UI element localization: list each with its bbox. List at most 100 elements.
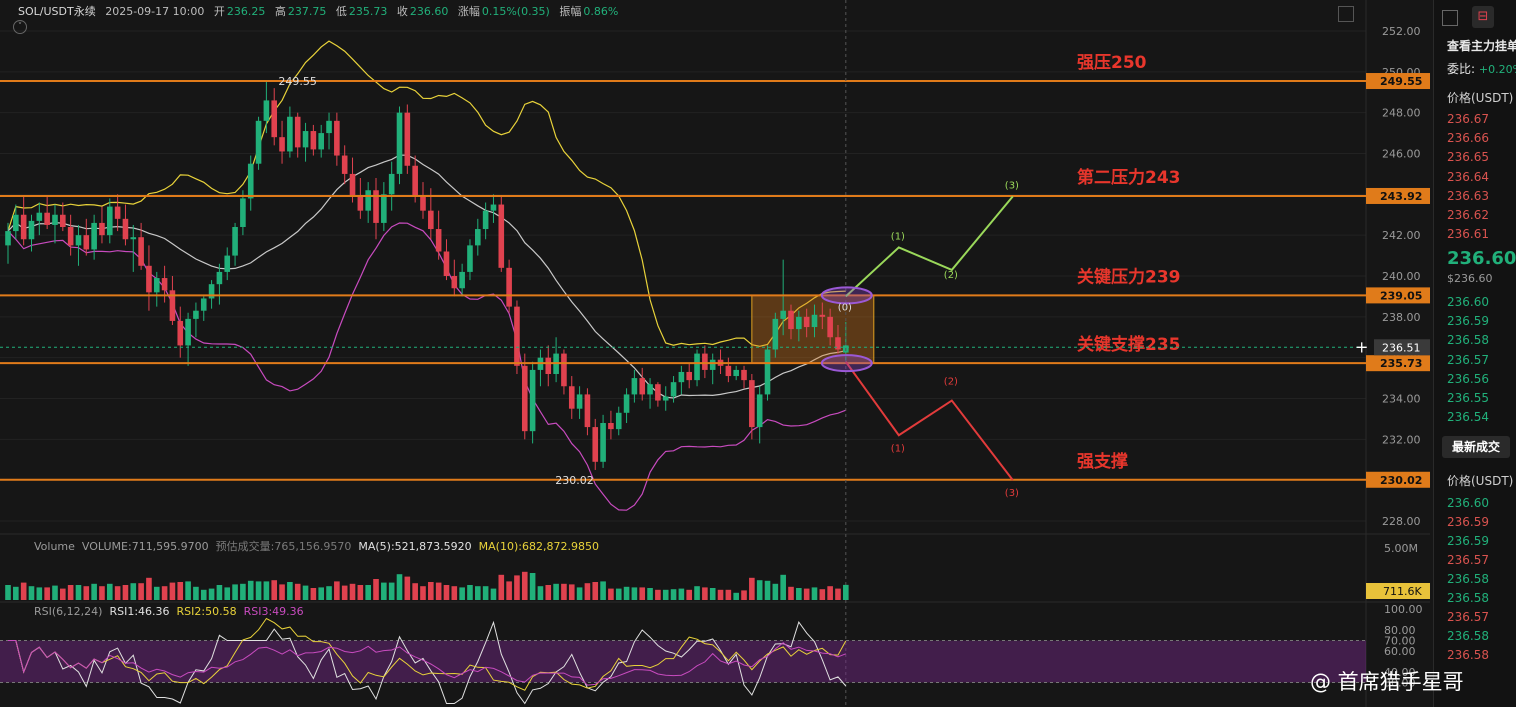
volume-bar bbox=[741, 590, 747, 600]
candle-body bbox=[5, 231, 11, 246]
layout-icon-2[interactable]: ⊟ bbox=[1472, 6, 1494, 28]
resistance-ellipse bbox=[820, 286, 873, 305]
candle-body bbox=[420, 196, 426, 211]
candle-body bbox=[106, 206, 113, 236]
candle-body bbox=[772, 318, 779, 350]
candle-body bbox=[467, 245, 473, 272]
ask-row[interactable]: 236.63 bbox=[1447, 188, 1489, 203]
symbol-label[interactable]: SOL/USDT永续 bbox=[18, 5, 96, 18]
volume-bar bbox=[843, 584, 849, 600]
chart-area[interactable]: 252.00250.00248.00246.00244.00242.00240.… bbox=[0, 0, 1430, 707]
candle-body bbox=[185, 318, 191, 346]
candle-body bbox=[60, 214, 66, 228]
volume-bar bbox=[28, 586, 35, 600]
price-tick-label: 248.00 bbox=[1382, 107, 1421, 120]
scenario-down-path bbox=[844, 361, 1014, 481]
low-annotation: 230.02 bbox=[555, 474, 594, 487]
level-label: 强压250 bbox=[1077, 53, 1147, 73]
sidebar-title[interactable]: 查看主力挂单 bbox=[1447, 39, 1516, 53]
price-tick-label: 234.00 bbox=[1382, 393, 1421, 406]
volume-bar bbox=[247, 580, 254, 600]
volume-bar bbox=[122, 585, 129, 600]
candle-body bbox=[287, 116, 293, 152]
candle-body bbox=[302, 131, 309, 148]
layout-icon-1[interactable] bbox=[1442, 10, 1458, 26]
price-tick-label: 232.00 bbox=[1382, 433, 1421, 446]
price-chart-svg[interactable]: 252.00250.00248.00246.00244.00242.00240.… bbox=[0, 0, 1430, 707]
candle-body bbox=[733, 369, 739, 377]
bid-row[interactable]: 236.60 bbox=[1447, 295, 1489, 309]
volume-bar bbox=[294, 583, 301, 600]
bid-row[interactable]: 236.54 bbox=[1447, 410, 1489, 425]
rsi-tick-label: 40.00 bbox=[1384, 666, 1416, 679]
candle-body bbox=[271, 100, 278, 138]
volume-bar bbox=[725, 589, 732, 600]
volume-bar bbox=[357, 585, 364, 600]
volume-bar bbox=[83, 586, 90, 600]
candle-body bbox=[396, 112, 403, 174]
candle-body bbox=[255, 120, 262, 164]
volume-title: Volume bbox=[34, 540, 75, 553]
candle-body bbox=[122, 218, 129, 240]
volume-bar bbox=[404, 576, 411, 600]
candle-body bbox=[279, 137, 285, 152]
volume-bar bbox=[263, 581, 270, 600]
volume-bar bbox=[428, 582, 434, 600]
datetime-label: 2025-09-17 10:00 bbox=[105, 5, 205, 18]
volume-bar bbox=[232, 584, 238, 600]
candle-body bbox=[529, 369, 536, 432]
price-tick-label: 252.00 bbox=[1382, 25, 1421, 38]
trade-row[interactable]: 236.60 bbox=[1447, 496, 1489, 510]
trade-row[interactable]: 236.59 bbox=[1447, 534, 1489, 548]
level-tag-bg bbox=[1366, 287, 1430, 304]
trade-row[interactable]: 236.57 bbox=[1447, 610, 1489, 624]
ask-row[interactable]: 236.64 bbox=[1447, 169, 1489, 184]
ask-row[interactable]: 236.62 bbox=[1447, 208, 1489, 222]
candle-body bbox=[83, 235, 90, 250]
rsi-tick-label: 80.00 bbox=[1384, 624, 1416, 637]
collapse-icon[interactable]: ˅ bbox=[13, 20, 27, 34]
rsi-title: RSI(6,12,24) bbox=[34, 605, 103, 618]
volume-bar bbox=[193, 586, 199, 600]
high-label: 高 bbox=[274, 5, 286, 18]
trade-row[interactable]: 236.58 bbox=[1447, 648, 1489, 662]
rsi2-line bbox=[8, 617, 847, 691]
ask-row[interactable]: 236.67 bbox=[1447, 112, 1489, 126]
ask-row[interactable]: 236.61 bbox=[1447, 227, 1489, 242]
trade-row[interactable]: 236.58 bbox=[1447, 629, 1489, 643]
level-label: 关键支撑235 bbox=[1077, 334, 1181, 355]
change-label: 涨幅 bbox=[457, 5, 480, 18]
trade-row[interactable]: 236.58 bbox=[1447, 572, 1489, 586]
volume-bar bbox=[662, 589, 669, 600]
trades-button[interactable]: 最新成交 bbox=[1442, 436, 1510, 458]
level-label: 强支撑 bbox=[1077, 451, 1128, 472]
volume-bar bbox=[827, 586, 833, 600]
bid-row[interactable]: 236.59 bbox=[1447, 314, 1489, 329]
candle-body bbox=[545, 357, 552, 375]
volume-bar bbox=[811, 587, 818, 600]
bid-row[interactable]: 236.56 bbox=[1447, 371, 1489, 386]
support-ellipse bbox=[820, 354, 873, 373]
volume-bar bbox=[185, 581, 191, 600]
ask-row[interactable]: 236.65 bbox=[1447, 150, 1489, 165]
candle-body bbox=[709, 359, 716, 370]
volume-bar bbox=[475, 586, 481, 600]
bid-row[interactable]: 236.58 bbox=[1447, 333, 1489, 348]
ask-row[interactable]: 236.66 bbox=[1447, 131, 1489, 146]
trade-row[interactable]: 236.57 bbox=[1447, 553, 1489, 567]
volume-ma10: MA(10):682,872.9850 bbox=[478, 540, 599, 553]
bid-row[interactable]: 236.55 bbox=[1447, 391, 1489, 405]
trade-row[interactable]: 236.58 bbox=[1447, 591, 1489, 605]
volume-bar bbox=[568, 584, 575, 600]
trade-row[interactable]: 236.59 bbox=[1447, 515, 1489, 529]
candle-body bbox=[459, 271, 465, 289]
fullscreen-icon[interactable] bbox=[1338, 6, 1354, 22]
price-tick-label: 238.00 bbox=[1382, 311, 1421, 324]
candle-body bbox=[208, 284, 215, 299]
volume-bar bbox=[764, 580, 771, 600]
bid-row[interactable]: 236.57 bbox=[1447, 352, 1489, 367]
candle-body bbox=[647, 384, 653, 395]
volume-bar bbox=[631, 587, 638, 600]
candle-body bbox=[130, 237, 137, 240]
volume-bar bbox=[576, 587, 583, 600]
